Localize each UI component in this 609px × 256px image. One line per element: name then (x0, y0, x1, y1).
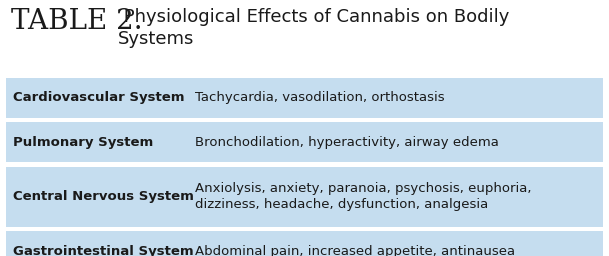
Bar (6, 78, 603, 118)
Text: Pulmonary System: Pulmonary System (13, 136, 153, 149)
Text: Gastrointestinal System: Gastrointestinal System (13, 245, 194, 256)
Text: Bronchodilation, hyperactivity, airway edema: Bronchodilation, hyperactivity, airway e… (195, 136, 499, 149)
Text: Anxiolysis, anxiety, paranoia, psychosis, euphoria,
dizziness, headache, dysfunc: Anxiolysis, anxiety, paranoia, psychosis… (195, 182, 532, 211)
Text: Abdominal pain, increased appetite, antinausea: Abdominal pain, increased appetite, anti… (195, 245, 516, 256)
Bar (6, 231, 603, 256)
Text: TABLE 2.: TABLE 2. (11, 8, 143, 35)
Text: Cardiovascular System: Cardiovascular System (13, 91, 185, 104)
Text: Central Nervous System: Central Nervous System (13, 190, 194, 203)
Text: Physiological Effects of Cannabis on Bodily
Systems: Physiological Effects of Cannabis on Bod… (118, 8, 509, 48)
Bar (6, 167, 603, 227)
Text: Tachycardia, vasodilation, orthostasis: Tachycardia, vasodilation, orthostasis (195, 91, 445, 104)
Bar (6, 122, 603, 162)
